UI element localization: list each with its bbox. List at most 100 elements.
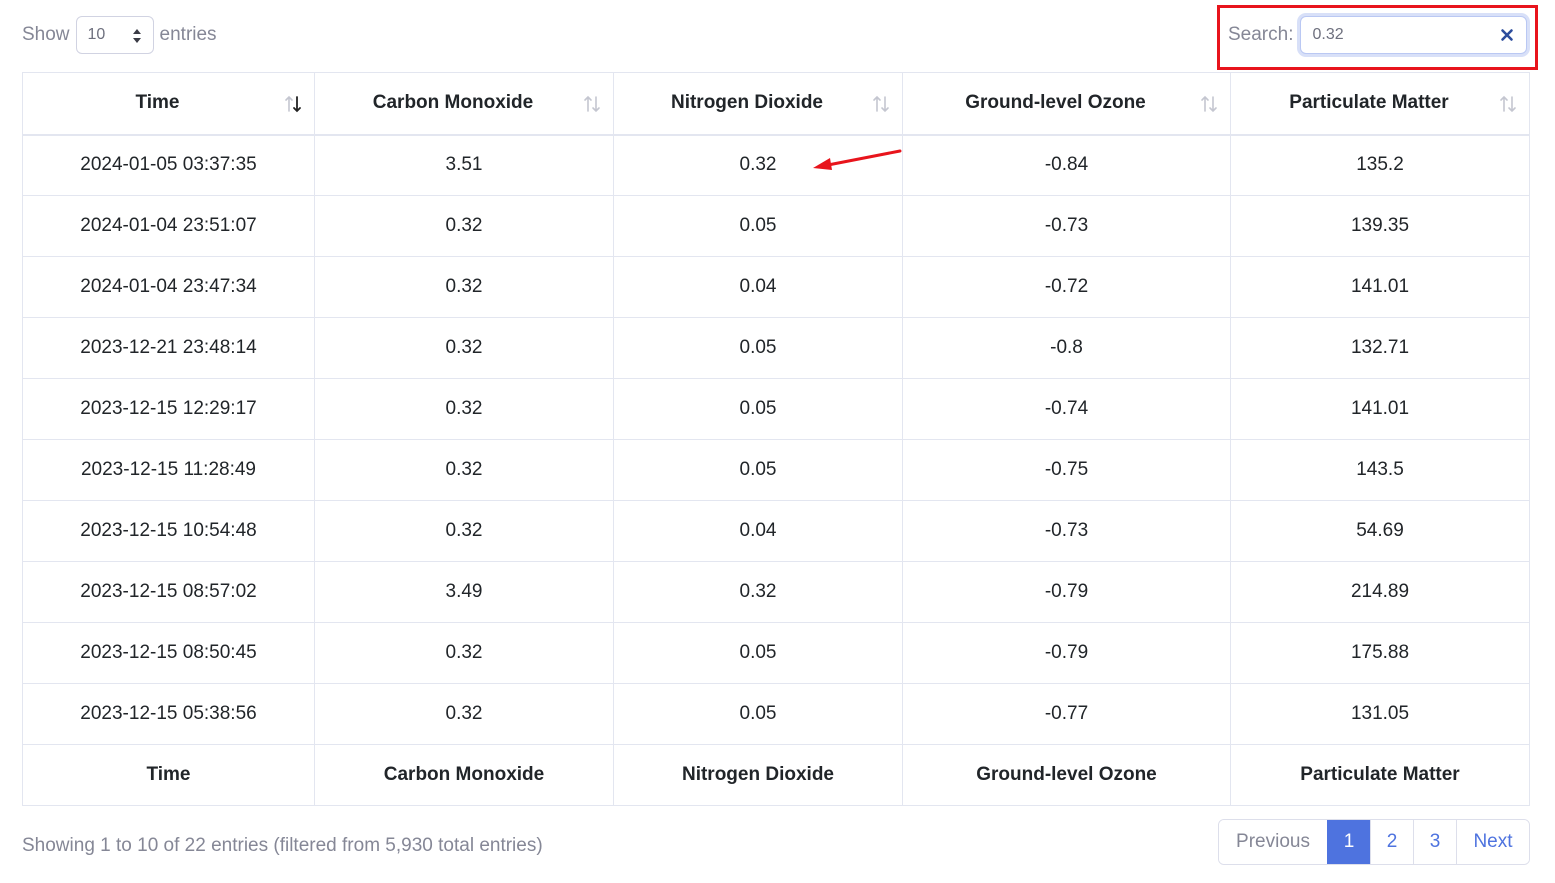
column-header-label: Ground-level Ozone — [965, 92, 1146, 114]
column-header-time[interactable]: Time — [22, 72, 315, 136]
select-arrows-icon — [132, 29, 141, 43]
page-button-3[interactable]: 3 — [1413, 820, 1456, 864]
footer-row: Time Carbon Monoxide Nitrogen Dioxide Gr… — [22, 744, 1530, 806]
table-row: 2023-12-15 12:29:17 0.32 0.05 -0.74 141.… — [22, 378, 1530, 440]
table-row: 2023-12-15 11:28:49 0.32 0.05 -0.75 143.… — [22, 439, 1530, 501]
show-label: Show — [22, 24, 70, 45]
cell-time: 2023-12-21 23:48:14 — [22, 317, 315, 379]
cell-ground-level-ozone: -0.77 — [902, 683, 1231, 745]
entries-per-page-value: 10 — [87, 26, 106, 43]
cell-nitrogen-dioxide: 0.05 — [613, 378, 903, 440]
cell-particulate-matter: 131.05 — [1230, 683, 1530, 745]
cell-particulate-matter: 143.5 — [1230, 439, 1530, 501]
cell-carbon-monoxide: 3.51 — [314, 134, 614, 196]
page-button-2[interactable]: 2 — [1370, 820, 1413, 864]
cell-ground-level-ozone: -0.74 — [902, 378, 1231, 440]
pagination: Previous 1 2 3 Next — [1218, 819, 1530, 865]
cell-carbon-monoxide: 0.32 — [314, 439, 614, 501]
cell-particulate-matter: 175.88 — [1230, 622, 1530, 684]
cell-time: 2023-12-15 11:28:49 — [22, 439, 315, 501]
sort-icon — [873, 95, 889, 113]
search-input[interactable] — [1301, 17, 1492, 53]
entries-per-page-select[interactable]: 10 — [75, 16, 154, 54]
cell-ground-level-ozone: -0.84 — [902, 134, 1231, 196]
cell-particulate-matter: 54.69 — [1230, 500, 1530, 562]
search-control: Search: — [1228, 16, 1528, 54]
table-footer: Time Carbon Monoxide Nitrogen Dioxide Gr… — [22, 744, 1530, 806]
length-control: Show 10 entries — [22, 16, 217, 54]
previous-page-button[interactable]: Previous — [1219, 820, 1327, 864]
cell-nitrogen-dioxide: 0.04 — [613, 500, 903, 562]
cell-particulate-matter: 139.35 — [1230, 195, 1530, 257]
table-row: 2023-12-15 05:38:56 0.32 0.05 -0.77 131.… — [22, 683, 1530, 745]
table-row: 2023-12-15 08:57:02 3.49 0.32 -0.79 214.… — [22, 561, 1530, 623]
clear-search-icon[interactable] — [1500, 28, 1514, 42]
cell-nitrogen-dioxide: 0.05 — [613, 439, 903, 501]
table-row: 2024-01-04 23:51:07 0.32 0.05 -0.73 139.… — [22, 195, 1530, 257]
footer-header-particulate-matter: Particulate Matter — [1230, 744, 1530, 806]
footer-header-carbon-monoxide: Carbon Monoxide — [314, 744, 614, 806]
cell-time: 2023-12-15 08:57:02 — [22, 561, 315, 623]
search-highlight-box — [1217, 5, 1538, 70]
sort-descending-icon — [285, 95, 301, 113]
table-header: Time Carbon Monoxide — [22, 72, 1530, 136]
table-info: Showing 1 to 10 of 22 entries (filtered … — [22, 835, 543, 856]
cell-carbon-monoxide: 0.32 — [314, 378, 614, 440]
column-header-carbon-monoxide[interactable]: Carbon Monoxide — [314, 72, 614, 136]
cell-carbon-monoxide: 0.32 — [314, 622, 614, 684]
column-header-label: Nitrogen Dioxide — [670, 92, 823, 114]
cell-ground-level-ozone: -0.79 — [902, 622, 1231, 684]
cell-particulate-matter: 141.01 — [1230, 256, 1530, 318]
cell-carbon-monoxide: 3.49 — [314, 561, 614, 623]
cell-particulate-matter: 132.71 — [1230, 317, 1530, 379]
sort-icon — [1201, 95, 1217, 113]
column-header-ground-level-ozone[interactable]: Ground-level Ozone — [902, 72, 1231, 136]
cell-carbon-monoxide: 0.32 — [314, 256, 614, 318]
cell-ground-level-ozone: -0.73 — [902, 500, 1231, 562]
cell-time: 2024-01-05 03:37:35 — [22, 134, 315, 196]
cell-carbon-monoxide: 0.32 — [314, 195, 614, 257]
cell-nitrogen-dioxide: 0.04 — [613, 256, 903, 318]
column-header-nitrogen-dioxide[interactable]: Nitrogen Dioxide — [613, 72, 903, 136]
table-row: 2023-12-21 23:48:14 0.32 0.05 -0.8 132.7… — [22, 317, 1530, 379]
sort-icon — [584, 95, 600, 113]
cell-nitrogen-dioxide: 0.05 — [613, 317, 903, 379]
footer-header-nitrogen-dioxide: Nitrogen Dioxide — [613, 744, 903, 806]
table-body: 2024-01-05 03:37:35 3.51 0.32 -0.84 135.… — [22, 134, 1530, 745]
table-row: 2023-12-15 08:50:45 0.32 0.05 -0.79 175.… — [22, 622, 1530, 684]
header-row: Time Carbon Monoxide — [22, 72, 1530, 136]
table-row: 2023-12-15 10:54:48 0.32 0.04 -0.73 54.6… — [22, 500, 1530, 562]
column-header-label: Particulate Matter — [1289, 92, 1449, 114]
cell-ground-level-ozone: -0.8 — [902, 317, 1231, 379]
column-header-particulate-matter[interactable]: Particulate Matter — [1230, 72, 1530, 136]
cell-particulate-matter: 141.01 — [1230, 378, 1530, 440]
cell-ground-level-ozone: -0.73 — [902, 195, 1231, 257]
cell-ground-level-ozone: -0.72 — [902, 256, 1231, 318]
entries-label: entries — [159, 24, 217, 45]
cell-time: 2024-01-04 23:51:07 — [22, 195, 315, 257]
cell-nitrogen-dioxide: 0.05 — [613, 622, 903, 684]
cell-nitrogen-dioxide: 0.32 — [613, 561, 903, 623]
cell-nitrogen-dioxide: 0.05 — [613, 195, 903, 257]
cell-nitrogen-dioxide: 0.05 — [613, 683, 903, 745]
column-header-label: Time — [135, 92, 180, 114]
cell-time: 2023-12-15 12:29:17 — [22, 378, 315, 440]
cell-time: 2024-01-04 23:47:34 — [22, 256, 315, 318]
cell-carbon-monoxide: 0.32 — [314, 683, 614, 745]
data-table-container: Time Carbon Monoxide — [22, 72, 1530, 806]
footer-header-time: Time — [22, 744, 315, 806]
cell-carbon-monoxide: 0.32 — [314, 500, 614, 562]
footer-header-ground-level-ozone: Ground-level Ozone — [902, 744, 1231, 806]
annotation-arrow-icon — [813, 149, 902, 170]
table-row: 2024-01-04 23:47:34 0.32 0.04 -0.72 141.… — [22, 256, 1530, 318]
cell-particulate-matter: 135.2 — [1230, 134, 1530, 196]
cell-time: 2023-12-15 05:38:56 — [22, 683, 315, 745]
column-header-label: Carbon Monoxide — [372, 92, 534, 114]
search-field — [1300, 16, 1528, 54]
next-page-button[interactable]: Next — [1456, 820, 1529, 864]
sort-icon — [1500, 95, 1516, 113]
page-button-1[interactable]: 1 — [1327, 820, 1370, 864]
cell-time: 2023-12-15 10:54:48 — [22, 500, 315, 562]
cell-particulate-matter: 214.89 — [1230, 561, 1530, 623]
